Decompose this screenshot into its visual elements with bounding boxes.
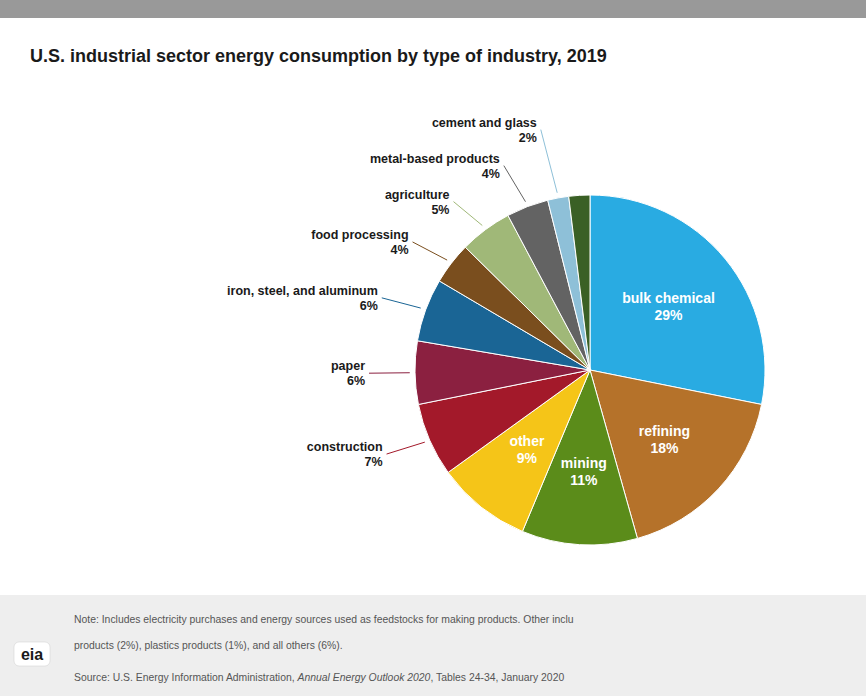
slice-label: agriculture (385, 188, 450, 202)
note: products (2%), plastics products (1%), a… (74, 640, 343, 651)
slice-value: 5% (431, 203, 449, 217)
slice-value: 4% (482, 167, 500, 181)
source: Source: U.S. Energy Information Administ… (74, 672, 564, 683)
slice-value: 29% (655, 307, 684, 323)
slice-value: 18% (650, 440, 679, 456)
slice-value: 7% (364, 455, 382, 469)
source-part: Annual Energy Outlook 2020 (297, 672, 431, 683)
leader-line (454, 202, 483, 226)
slice-value: 2% (519, 131, 537, 145)
slice-label: mining (561, 455, 607, 471)
logo-text: eia (21, 646, 43, 663)
title: U.S. industrial sector energy consumptio… (30, 46, 607, 66)
slice-label: metal-based products (370, 152, 500, 166)
slice (569, 195, 590, 370)
slice-value: 6% (347, 374, 365, 388)
slice-value: 6% (360, 299, 378, 313)
leader-line (382, 298, 421, 308)
logo: eia (14, 642, 50, 666)
slice-label: refining (639, 423, 690, 439)
slice-value: 4% (390, 243, 408, 257)
leader-line (504, 166, 526, 202)
logo-box (14, 642, 50, 666)
pie (415, 195, 765, 545)
slice-label: paper (331, 359, 365, 373)
leader-line (413, 242, 448, 260)
chart: U.S. industrial sector energy consumptio… (0, 0, 866, 696)
slice (590, 195, 765, 404)
source-part: Source: U.S. Energy Information Administ… (74, 672, 298, 683)
leader-line (369, 372, 410, 373)
leader-line (541, 130, 557, 193)
slice-label: bulk chemical (622, 290, 715, 306)
slice-label: construction (307, 440, 383, 454)
footer (0, 595, 866, 696)
top-bar (0, 0, 866, 18)
slice-value: 11% (570, 472, 598, 488)
slice-label: iron, steel, and aluminum (227, 284, 378, 298)
source-part: , Tables 24-34, January 2020 (430, 672, 564, 683)
slice-label: other (509, 433, 545, 449)
slice-label: food processing (311, 228, 408, 242)
slice-label: cement and glass (432, 116, 537, 130)
slice-value: 9% (517, 450, 538, 466)
note: Note: Includes electricity purchases and… (74, 614, 574, 625)
background (0, 0, 866, 696)
leader-line (387, 442, 425, 454)
labels: bulk chemical29% refining18% mining11% othe… (227, 116, 715, 489)
